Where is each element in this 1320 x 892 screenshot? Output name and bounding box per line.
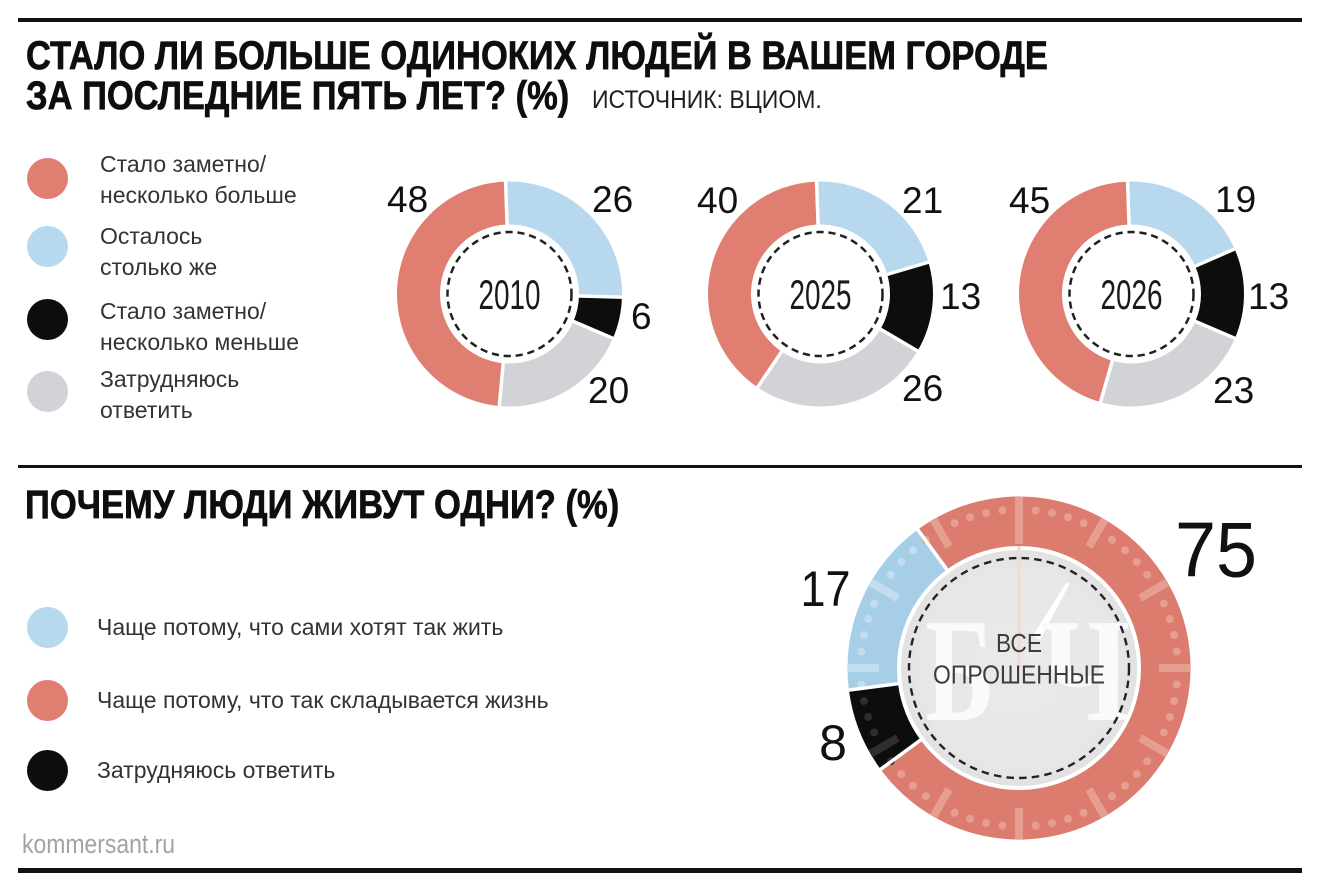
svg-text:17: 17 (801, 561, 851, 617)
svg-text:26: 26 (902, 368, 943, 409)
svg-text:23: 23 (1213, 370, 1254, 411)
svg-text:19: 19 (1215, 179, 1256, 220)
svg-text:ВСЕ: ВСЕ (996, 628, 1042, 658)
svg-text:13: 13 (1248, 276, 1289, 317)
svg-text:6: 6 (631, 296, 652, 337)
svg-text:75: 75 (1175, 506, 1257, 594)
svg-text:40: 40 (697, 180, 738, 221)
svg-text:48: 48 (387, 179, 428, 220)
svg-text:8: 8 (819, 715, 847, 771)
svg-text:26: 26 (592, 179, 633, 220)
svg-text:20: 20 (588, 370, 629, 411)
svg-text:2010: 2010 (479, 271, 541, 318)
svg-text:ОПРОШЕННЫЕ: ОПРОШЕННЫЕ (933, 660, 1105, 690)
svg-text:21: 21 (902, 180, 943, 221)
svg-text:13: 13 (940, 276, 981, 317)
svg-text:45: 45 (1009, 180, 1050, 221)
svg-text:Б: Б (925, 589, 994, 753)
svg-text:2025: 2025 (790, 271, 852, 318)
svg-text:2026: 2026 (1101, 271, 1163, 318)
